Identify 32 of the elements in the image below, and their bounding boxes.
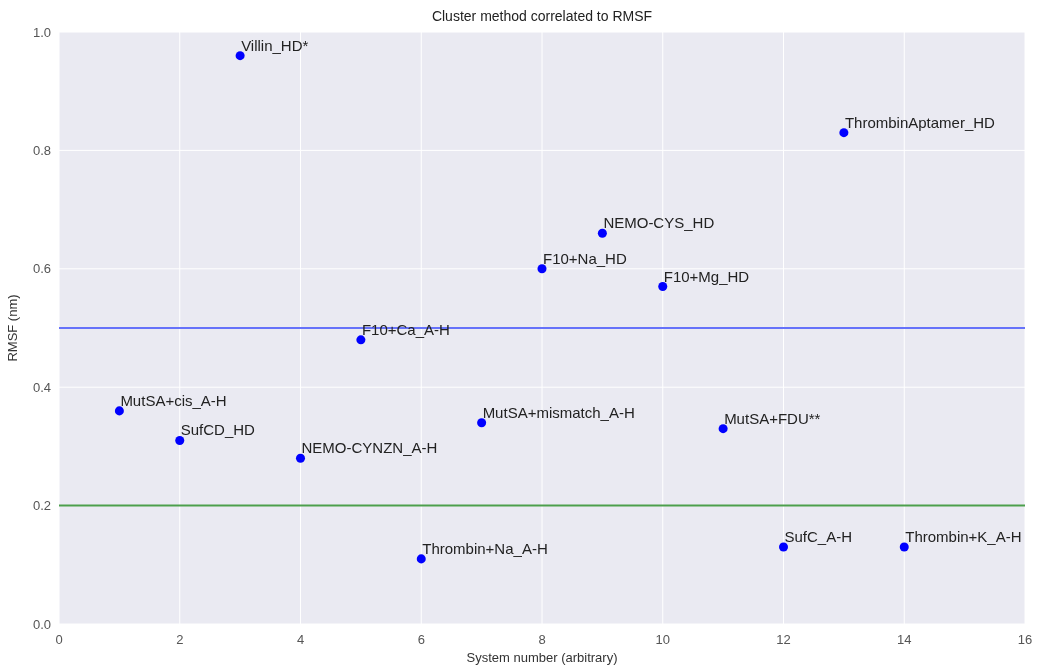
- annotation: Villin_HD*: [241, 36, 309, 54]
- point: [718, 424, 728, 434]
- annotation: F10+Na_HD: [543, 249, 627, 267]
- annotation: MutSA+mismatch_A-H: [482, 403, 635, 421]
- x-tick-label: 4: [296, 632, 305, 647]
- annotation: NEMO-CYNZN_A-H: [301, 439, 438, 457]
- x-tick-label: 8: [538, 632, 546, 647]
- y-tick-label: 0.6: [32, 261, 51, 277]
- x-tick-label: 0: [55, 632, 63, 647]
- y-tick-label: 0.4: [32, 379, 51, 395]
- annotation: NEMO-CYS_HD: [603, 214, 715, 232]
- annotation: F10+Mg_HD: [663, 267, 750, 285]
- x-tick-label: 14: [897, 632, 912, 647]
- annotation: ThrombinAptamer_HD: [844, 113, 996, 131]
- annotation: Thrombin+Na_A-H: [422, 539, 548, 557]
- annotation: MutSA+FDU**: [724, 409, 821, 427]
- x-tick-label: 6: [417, 632, 425, 647]
- y-tick-label: 0.8: [32, 143, 51, 159]
- annotation: Thrombin+K_A-H: [905, 528, 1022, 546]
- x-tick-label: 12: [776, 632, 791, 647]
- y-tick-label: 1.0: [32, 24, 51, 40]
- chart-title: Cluster method correlated to RMSF: [430, 8, 654, 24]
- annotation: MutSA+cis_A-H: [120, 391, 227, 409]
- y-tick-label: 0.0: [32, 616, 51, 632]
- x-tick-label: 16: [1017, 632, 1033, 647]
- annotation: SufC_A-H: [784, 528, 853, 546]
- annotation: SufCD_HD: [180, 421, 256, 439]
- x-tick-label: 2: [176, 632, 184, 647]
- x-tick-label: 10: [655, 632, 670, 647]
- y-axis-title: RMSF (nm): [4, 294, 20, 362]
- y-tick-label: 0.2: [32, 498, 51, 514]
- x-axis-title: System number (arbitrary): [466, 650, 618, 665]
